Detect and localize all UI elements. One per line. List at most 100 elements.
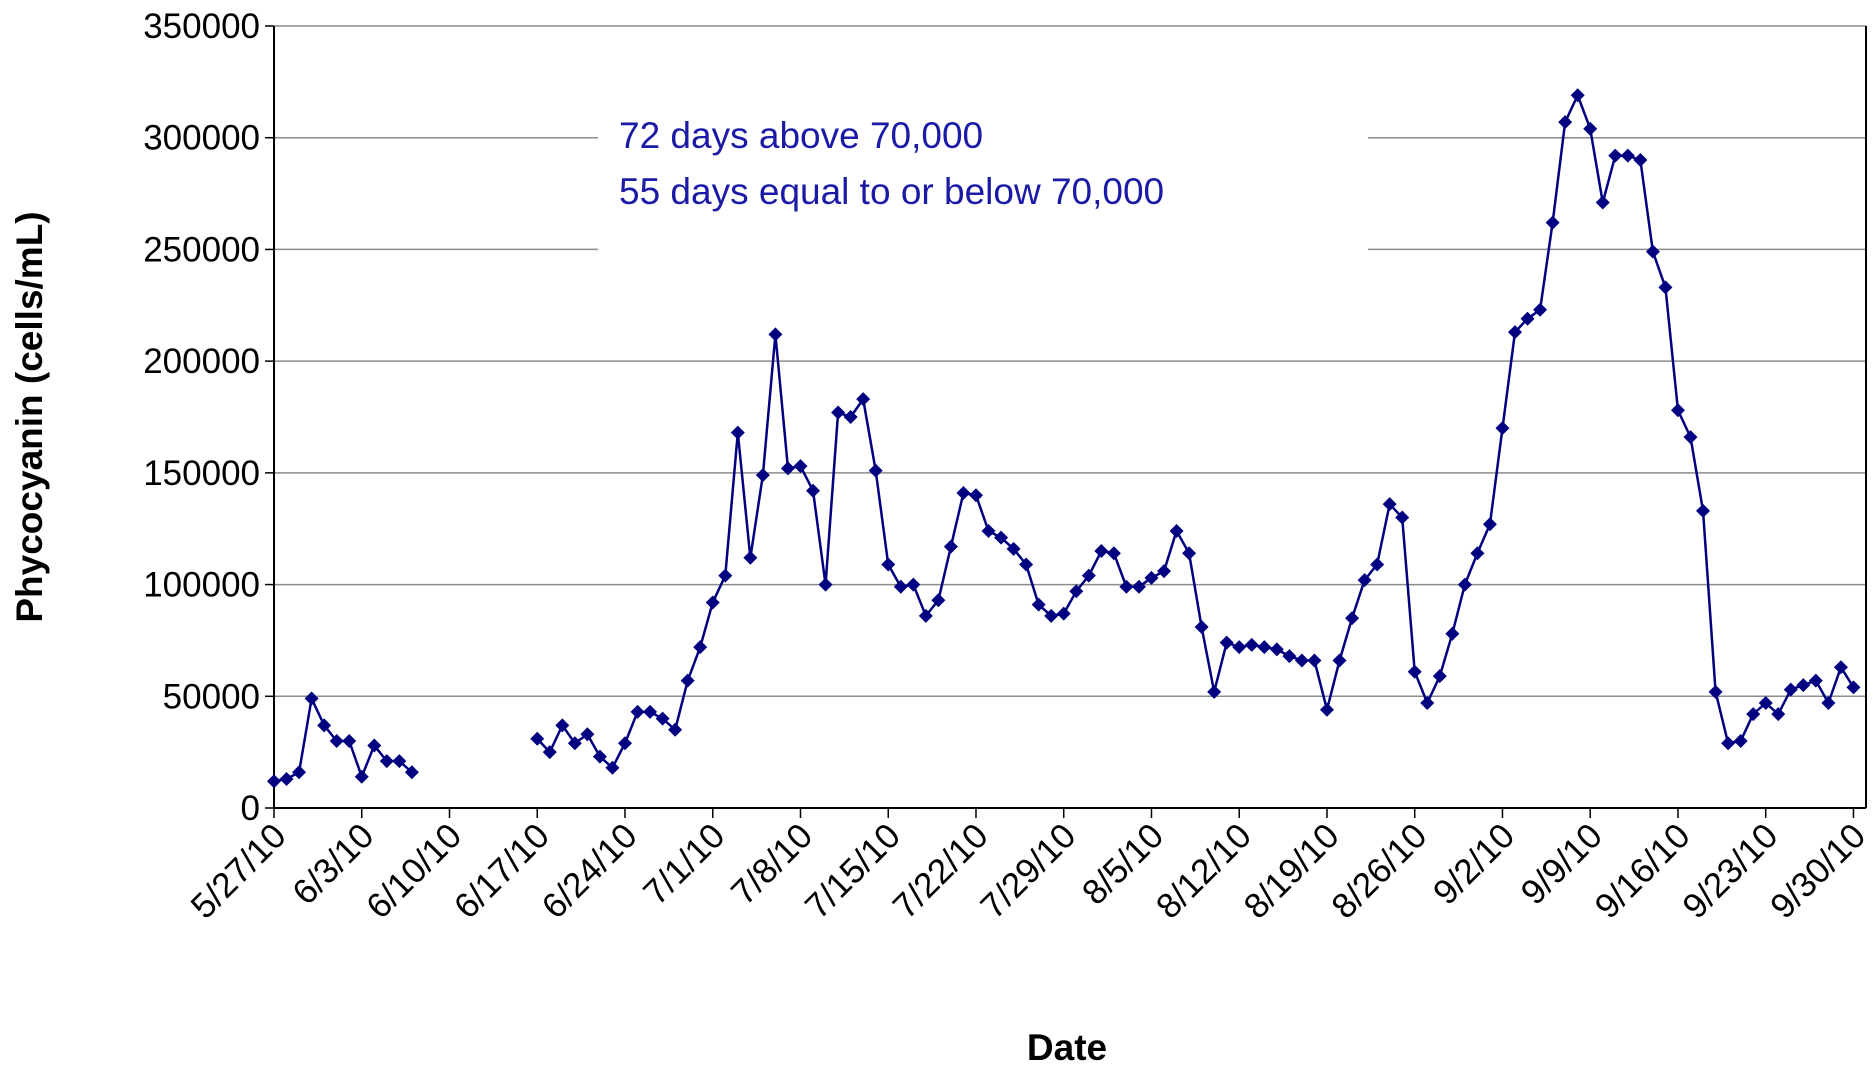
data-point xyxy=(1771,707,1786,722)
x-tick-label: 6/10/10 xyxy=(359,816,469,926)
data-point xyxy=(1708,684,1723,699)
y-tick-label: 300000 xyxy=(143,119,260,158)
data-point xyxy=(304,691,319,706)
y-tick-label: 150000 xyxy=(143,454,260,493)
data-point xyxy=(943,539,958,554)
data-point xyxy=(1533,302,1548,317)
data-point xyxy=(893,579,908,594)
data-point xyxy=(1821,695,1836,710)
data-point xyxy=(580,727,595,742)
data-point xyxy=(1846,680,1861,695)
data-point xyxy=(881,557,896,572)
data-point xyxy=(1508,325,1523,340)
data-point xyxy=(1207,684,1222,699)
data-point xyxy=(1194,620,1209,635)
data-point xyxy=(956,485,971,500)
x-tick-label: 5/27/10 xyxy=(184,816,294,926)
x-tick-label: 9/30/10 xyxy=(1763,816,1873,926)
data-point xyxy=(968,488,983,503)
x-tick-label: 8/19/10 xyxy=(1236,816,1346,926)
y-tick-label: 350000 xyxy=(143,7,260,46)
data-point xyxy=(1670,403,1685,418)
data-point xyxy=(1395,510,1410,525)
data-point xyxy=(617,736,632,751)
data-point xyxy=(1783,682,1798,697)
data-point xyxy=(1119,579,1134,594)
data-point xyxy=(1319,702,1334,717)
x-tick-label: 6/17/10 xyxy=(447,816,557,926)
data-point xyxy=(693,640,708,655)
data-point xyxy=(1182,546,1197,561)
data-point xyxy=(1069,584,1084,599)
data-point xyxy=(1257,640,1272,655)
data-point xyxy=(981,523,996,538)
data-point xyxy=(1620,148,1635,163)
data-point xyxy=(1683,430,1698,445)
data-point xyxy=(1420,695,1435,710)
x-tick-label: 7/22/10 xyxy=(885,816,995,926)
data-point xyxy=(743,550,758,565)
data-point xyxy=(1106,546,1121,561)
data-point xyxy=(1044,608,1059,623)
y-axis-label: Phycocyanin (cells/mL) xyxy=(9,211,50,622)
data-point xyxy=(843,410,858,424)
data-point xyxy=(354,769,369,784)
data-point xyxy=(1470,546,1485,561)
data-point xyxy=(655,711,670,726)
data-point xyxy=(542,745,557,760)
data-point xyxy=(1157,564,1172,579)
series-line xyxy=(536,92,1855,770)
data-point xyxy=(1131,579,1146,594)
data-point xyxy=(592,749,607,764)
data-point xyxy=(1282,649,1297,664)
x-tick-label: 7/1/10 xyxy=(636,816,732,912)
data-point xyxy=(931,593,946,608)
data-point xyxy=(1808,673,1823,688)
data-point xyxy=(643,704,658,719)
data-point xyxy=(680,673,695,688)
data-point xyxy=(292,765,307,780)
y-tick-label: 0 xyxy=(241,789,260,828)
data-point xyxy=(1457,577,1472,592)
data-point xyxy=(1520,311,1535,326)
data-point xyxy=(793,459,808,474)
data-point xyxy=(1144,570,1159,585)
data-point xyxy=(1006,541,1021,556)
data-point xyxy=(530,731,545,746)
x-tick-label: 8/12/10 xyxy=(1149,816,1259,926)
data-point xyxy=(856,392,871,407)
data-point xyxy=(1608,148,1623,163)
data-point xyxy=(317,718,332,733)
data-point xyxy=(818,577,833,592)
data-point xyxy=(1570,88,1585,103)
data-point xyxy=(1269,642,1284,657)
data-point xyxy=(1758,695,1773,710)
data-point xyxy=(780,461,795,476)
x-tick-label: 7/29/10 xyxy=(973,816,1083,926)
data-point xyxy=(279,771,294,786)
data-point xyxy=(367,738,382,753)
data-point xyxy=(267,774,281,789)
x-tick-label: 9/2/10 xyxy=(1426,816,1522,912)
data-point xyxy=(1633,153,1648,168)
data-point xyxy=(1307,653,1322,668)
data-point xyxy=(1746,707,1761,722)
data-point xyxy=(768,327,783,342)
data-point xyxy=(1645,244,1660,259)
y-tick-label: 250000 xyxy=(143,230,260,269)
data-point xyxy=(906,577,921,592)
annotation: 72 days above 70,000 xyxy=(619,115,983,156)
x-tick-label: 8/26/10 xyxy=(1324,816,1434,926)
data-point xyxy=(392,754,407,769)
data-point xyxy=(868,463,883,478)
y-tick-label: 100000 xyxy=(143,566,260,605)
data-point xyxy=(1382,497,1397,512)
data-point xyxy=(1370,557,1385,572)
data-point xyxy=(718,568,733,583)
data-point xyxy=(755,468,770,483)
data-point xyxy=(329,733,344,748)
data-point xyxy=(918,608,933,623)
x-tick-label: 7/15/10 xyxy=(798,816,908,926)
annotation-box xyxy=(598,112,1368,252)
